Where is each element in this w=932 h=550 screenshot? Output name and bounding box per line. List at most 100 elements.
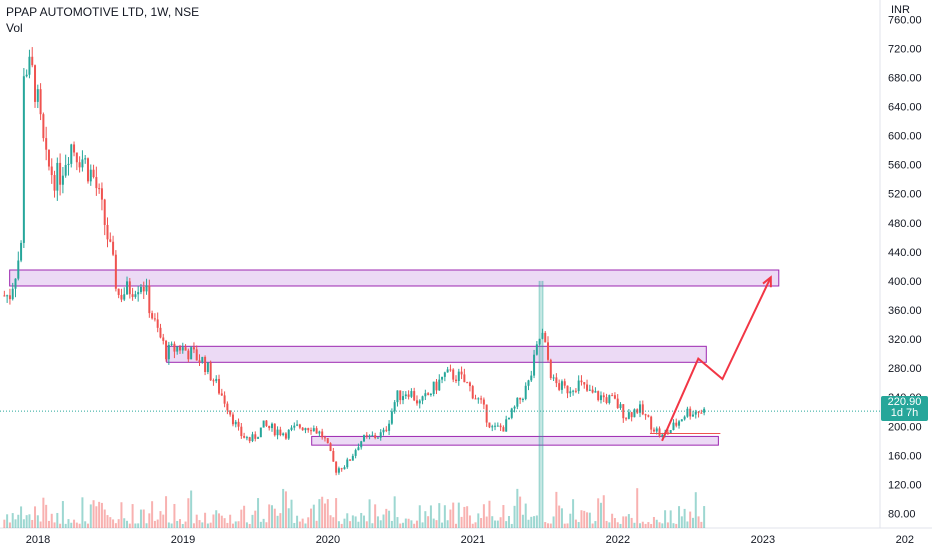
candle-body (547, 342, 550, 360)
candle-body (530, 375, 533, 381)
candle-body (608, 395, 611, 403)
volume-bar (452, 502, 455, 528)
candle-body (555, 377, 558, 384)
volume-bar (36, 515, 39, 528)
candle-body (527, 380, 530, 386)
candle-body (563, 381, 566, 386)
volume-bar (307, 517, 310, 528)
candle-body (190, 347, 193, 360)
candle-body (218, 378, 221, 394)
candle-body (61, 175, 64, 185)
candle-body (572, 390, 575, 392)
volume-bar (468, 515, 471, 528)
volume-bar (613, 518, 616, 528)
volume-bar (413, 523, 416, 528)
candle-body (312, 428, 315, 432)
volume-bar (371, 523, 374, 528)
candle-body (388, 423, 391, 431)
volume-bar (284, 491, 287, 528)
volume-bar (700, 521, 703, 528)
candle-body (287, 429, 290, 439)
candle-body (630, 412, 633, 418)
candle-body (282, 433, 285, 436)
candle-body (237, 421, 240, 427)
candle-body (678, 421, 681, 426)
candle-body (67, 163, 70, 165)
volume-bar (279, 513, 282, 528)
volume-bar (549, 523, 552, 528)
candle-body (254, 434, 257, 439)
volume-bar (376, 516, 379, 528)
volume-bar (438, 503, 441, 528)
candle-body (636, 409, 639, 413)
volume-bar (547, 523, 550, 528)
candle-body (505, 419, 508, 432)
volume-bar (28, 514, 31, 528)
candle-body (243, 436, 246, 438)
volume-indicator-label[interactable]: Vol (6, 21, 23, 35)
candle-body (273, 423, 276, 436)
candle-body (669, 430, 672, 434)
candle-body (156, 319, 159, 328)
candle-body (86, 158, 89, 182)
volume-bar (527, 519, 530, 528)
volume-bar (75, 522, 78, 528)
volume-bar (245, 522, 248, 528)
candle-body (404, 394, 407, 397)
volume-bar (622, 516, 625, 528)
candle-body (329, 443, 332, 451)
candle-body (42, 114, 45, 139)
y-tick-label: 480.00 (888, 218, 922, 230)
volume-bar (597, 498, 600, 528)
volume-bar (229, 514, 232, 528)
bar-countdown: 1d 7h (890, 407, 919, 419)
volume-bar (639, 523, 642, 528)
candle-body (519, 397, 522, 400)
volume-bar (56, 512, 59, 528)
y-tick-label: 600.00 (888, 131, 922, 143)
volume-bar (226, 522, 229, 528)
volume-bar (354, 516, 357, 528)
volume-bar (691, 517, 694, 528)
candle-body (229, 410, 232, 415)
candle-body (31, 56, 34, 66)
volume-bar (499, 517, 502, 528)
candle-body (675, 422, 678, 426)
volume-bar (89, 504, 92, 528)
candle-body (332, 450, 335, 462)
volume-bar (591, 523, 594, 528)
y-tick-label: 200.00 (888, 421, 922, 433)
candle-body (181, 347, 184, 351)
volume-bar (524, 503, 527, 528)
symbol-title[interactable]: PPAP AUTOMOTIVE LTD, 1W, NSE (6, 5, 200, 19)
volume-bar (650, 523, 653, 528)
candle-body (385, 429, 388, 431)
volume-bar (652, 516, 655, 528)
candle-body (586, 384, 589, 391)
volume-bar (323, 503, 326, 528)
candle-body (335, 461, 338, 473)
candle-body (407, 394, 410, 397)
y-tick-label: 400.00 (888, 276, 922, 288)
volume-bar (128, 523, 131, 528)
x-tick-label: 2023 (751, 534, 775, 546)
candle-body (296, 424, 299, 426)
volume-bar (599, 502, 602, 528)
volume-bar (206, 523, 209, 528)
candle-body (641, 404, 644, 415)
volume-bar (541, 280, 544, 528)
volume-bar (644, 523, 647, 528)
candle-body (455, 379, 458, 382)
x-tick-label: 2019 (171, 534, 195, 546)
candle-body (137, 292, 140, 295)
candle-body (84, 158, 87, 160)
y-tick-label: 80.00 (888, 508, 916, 520)
candle-body (279, 429, 282, 436)
candle-body (362, 435, 365, 442)
volume-bar (11, 513, 14, 528)
zones (9, 269, 780, 446)
y-tick-label: 120.00 (888, 479, 922, 491)
candle-body (192, 347, 195, 350)
